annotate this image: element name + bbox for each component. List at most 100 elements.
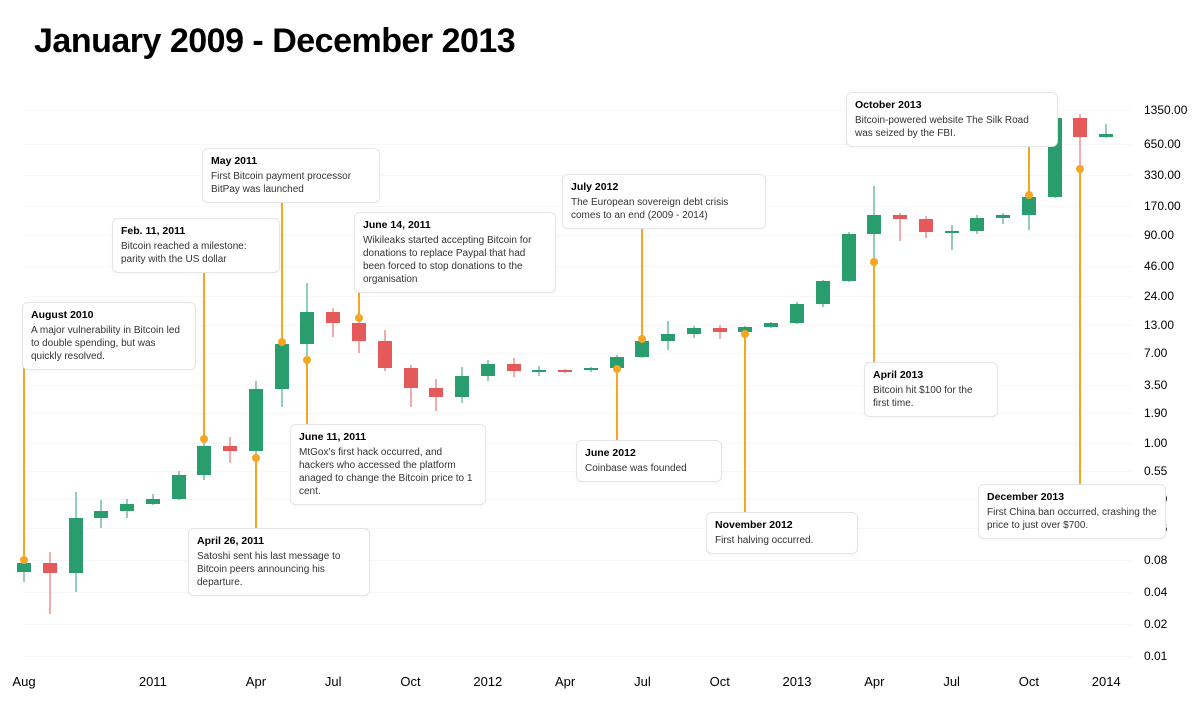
candle	[69, 110, 83, 656]
annotation-dot	[303, 356, 311, 364]
candle-body	[352, 323, 366, 341]
candle-body	[945, 231, 959, 233]
annotation-text: Bitcoin-powered website The Silk Road wa…	[855, 114, 1049, 140]
x-tick-label: 2012	[473, 674, 502, 689]
y-tick-label: 330.00	[1144, 168, 1181, 182]
candle	[816, 110, 830, 656]
annotation-text: Coinbase was founded	[585, 462, 713, 475]
gridline	[24, 656, 1132, 657]
candle-body	[481, 364, 495, 375]
annotation-title: October 2013	[855, 99, 1049, 113]
annotation-leader	[1079, 169, 1081, 484]
candle	[43, 110, 57, 656]
y-tick-label: 0.04	[1144, 585, 1167, 599]
x-tick-label: Apr	[864, 674, 884, 689]
annotation-callout: December 2013First China ban occurred, c…	[978, 484, 1166, 539]
candle	[532, 110, 546, 656]
candle-body	[172, 475, 186, 499]
candle-body	[429, 388, 443, 397]
annotation-title: June 11, 2011	[299, 431, 477, 445]
gridline	[24, 296, 1132, 297]
x-tick-label: Oct	[710, 674, 730, 689]
candle-wick	[951, 225, 952, 250]
candle-body	[1073, 118, 1087, 136]
candle-body	[996, 215, 1010, 218]
annotation-dot	[1076, 165, 1084, 173]
y-tick-label: 0.08	[1144, 553, 1167, 567]
annotation-text: Bitcoin reached a milestone: parity with…	[121, 240, 271, 266]
annotation-dot	[355, 314, 363, 322]
annotation-dot	[638, 335, 646, 343]
annotation-leader	[616, 369, 618, 440]
candle	[996, 110, 1010, 656]
x-tick-label: Apr	[246, 674, 266, 689]
candle	[146, 110, 160, 656]
annotation-title: July 2012	[571, 181, 757, 195]
annotation-leader	[744, 334, 746, 512]
annotation-text: A major vulnerability in Bitcoin led to …	[31, 324, 187, 363]
annotation-title: April 26, 2011	[197, 535, 361, 549]
x-tick-label: Aug	[12, 674, 35, 689]
y-tick-label: 46.00	[1144, 259, 1174, 273]
candle-body	[1022, 197, 1036, 215]
annotation-title: May 2011	[211, 155, 371, 169]
annotation-dot	[741, 330, 749, 338]
candle-body	[17, 563, 31, 571]
y-tick-label: 170.00	[1144, 199, 1181, 213]
candle	[842, 110, 856, 656]
annotation-dot	[1025, 191, 1033, 199]
candle	[1099, 110, 1113, 656]
y-tick-label: 7.00	[1144, 346, 1167, 360]
annotation-callout: April 2013Bitcoin hit $100 for the first…	[864, 362, 998, 417]
candle-body	[94, 511, 108, 517]
annotation-text: First China ban occurred, crashing the p…	[987, 506, 1157, 532]
annotation-text: MtGox's first hack occurred, and hackers…	[299, 446, 477, 498]
candle	[455, 110, 469, 656]
annotation-callout: October 2013Bitcoin-powered website The …	[846, 92, 1058, 147]
annotation-leader	[203, 261, 205, 439]
candle-body	[275, 344, 289, 389]
y-tick-label: 650.00	[1144, 137, 1181, 151]
candle-wick	[49, 552, 50, 614]
annotation-leader	[23, 355, 25, 560]
y-tick-label: 1.90	[1144, 406, 1167, 420]
x-tick-label: Jul	[325, 674, 342, 689]
candle-body	[223, 446, 237, 451]
annotation-leader	[641, 218, 643, 339]
annotation-dot	[20, 556, 28, 564]
x-tick-label: Jul	[634, 674, 651, 689]
candle-body	[146, 499, 160, 504]
gridline	[24, 624, 1132, 625]
x-tick-label: Apr	[555, 674, 575, 689]
annotation-callout: November 2012First halving occurred.	[706, 512, 858, 554]
y-tick-label: 90.00	[1144, 228, 1174, 242]
annotation-dot	[613, 365, 621, 373]
candle-body	[893, 215, 907, 219]
candle-body	[300, 312, 314, 344]
annotation-title: August 2010	[31, 309, 187, 323]
annotation-callout: August 2010A major vulnerability in Bitc…	[22, 302, 196, 370]
candle	[481, 110, 495, 656]
candle-body	[919, 219, 933, 232]
chart-title: January 2009 - December 2013	[34, 22, 515, 61]
candle-body	[249, 389, 263, 450]
candle	[172, 110, 186, 656]
y-tick-label: 1350.00	[1144, 103, 1187, 117]
candle-body	[713, 328, 727, 332]
candle-body	[326, 312, 340, 323]
y-tick-label: 3.50	[1144, 378, 1167, 392]
annotation-callout: Feb. 11, 2011Bitcoin reached a milestone…	[112, 218, 280, 273]
candle-body	[69, 518, 83, 574]
annotation-callout: April 26, 2011Satoshi sent his last mess…	[188, 528, 370, 596]
annotation-callout: May 2011First Bitcoin payment processor …	[202, 148, 380, 203]
annotation-dot	[870, 258, 878, 266]
annotation-leader	[306, 360, 308, 424]
annotation-text: Bitcoin hit $100 for the first time.	[873, 384, 989, 410]
annotation-leader	[281, 191, 283, 342]
y-tick-label: 24.00	[1144, 289, 1174, 303]
candle-body	[507, 364, 521, 370]
annotation-leader	[873, 262, 875, 362]
candle-body	[867, 215, 881, 234]
candle-body	[687, 328, 701, 335]
chart-root: January 2009 - December 2013 0.010.020.0…	[0, 0, 1200, 720]
